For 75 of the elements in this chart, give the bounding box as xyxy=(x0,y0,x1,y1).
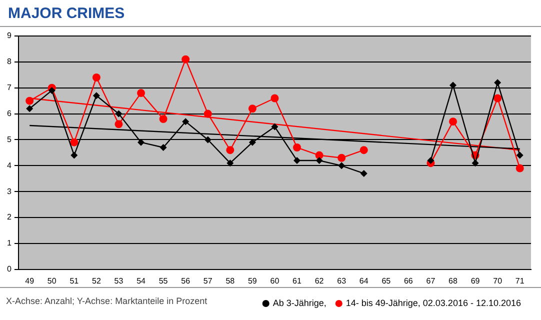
x-tick-label: 69 xyxy=(470,276,480,286)
x-tick-label: 66 xyxy=(404,276,414,286)
x-tick-label: 52 xyxy=(92,276,102,286)
point xyxy=(26,96,34,105)
point xyxy=(204,136,212,144)
point xyxy=(114,120,123,128)
point xyxy=(293,144,302,152)
point xyxy=(472,160,479,167)
point xyxy=(70,152,78,159)
point xyxy=(226,160,234,167)
point xyxy=(26,105,34,112)
point xyxy=(48,86,56,94)
x-tick-label: 65 xyxy=(382,276,392,286)
x-tick-label: 61 xyxy=(292,276,302,286)
y-tick-label: 2 xyxy=(6,212,12,222)
x-tick-label: 56 xyxy=(181,276,191,286)
x-tick-label: 63 xyxy=(337,276,347,286)
point xyxy=(160,144,167,152)
point xyxy=(182,118,190,126)
point xyxy=(360,146,368,154)
point xyxy=(248,104,256,113)
point xyxy=(248,138,256,146)
x-tick-label: 59 xyxy=(248,276,258,286)
point xyxy=(338,154,346,162)
y-tick-label: 5 xyxy=(6,134,12,144)
x-tick-label: 71 xyxy=(515,276,525,286)
x-tick-label: 51 xyxy=(70,276,80,286)
x-tick-label: 64 xyxy=(359,276,369,286)
x-tick-label: 68 xyxy=(448,276,458,286)
y-tick-label: 4 xyxy=(6,160,12,170)
point xyxy=(137,89,146,98)
point xyxy=(360,170,368,177)
x-tick-label: 54 xyxy=(136,276,146,286)
legend-label: 14- bis 49-Jährige, 02.03.2016 - 12.10.2016 xyxy=(346,298,522,308)
y-tick-label: 1 xyxy=(6,238,12,248)
y-tick-label: 3 xyxy=(6,186,12,196)
point xyxy=(516,152,524,159)
x-tick-label: 57 xyxy=(203,276,213,286)
point xyxy=(516,164,524,172)
point xyxy=(427,156,434,164)
x-tick-label: 55 xyxy=(158,276,168,286)
point xyxy=(449,118,458,126)
x-tick-label: 60 xyxy=(270,276,280,286)
point xyxy=(159,114,168,123)
point xyxy=(182,55,190,64)
y-tick-label: 0 xyxy=(6,264,12,274)
point xyxy=(271,123,278,130)
point xyxy=(138,138,145,146)
point xyxy=(494,79,502,86)
point xyxy=(92,92,100,100)
point xyxy=(204,110,212,118)
point xyxy=(270,94,279,102)
point xyxy=(115,110,122,118)
point xyxy=(338,162,346,170)
x-tick-label: 70 xyxy=(493,276,503,286)
point xyxy=(294,156,301,164)
legend-label: Ab 3-Jährige, xyxy=(272,298,326,308)
x-tick-label: 67 xyxy=(426,276,436,286)
x-tick-label: 53 xyxy=(114,276,124,286)
point xyxy=(92,73,100,82)
x-tick-label: 49 xyxy=(25,276,35,286)
point xyxy=(494,94,502,102)
point xyxy=(450,82,457,89)
x-tick-label: 50 xyxy=(47,276,57,286)
chart-title: MAJOR CRIMES xyxy=(8,5,125,22)
point xyxy=(70,138,78,146)
point xyxy=(226,146,234,154)
y-tick-label: 9 xyxy=(6,31,12,40)
x-tick-label: 58 xyxy=(226,276,236,286)
x-tick-label: 62 xyxy=(314,276,324,286)
point xyxy=(316,156,323,164)
y-tick-label: 8 xyxy=(6,57,12,66)
y-tick-label: 6 xyxy=(6,109,12,118)
y-tick-label: 7 xyxy=(6,83,12,92)
text: X-Achse: Anzahl; Y-Achse: Marktanteile in Prozent xyxy=(6,296,208,306)
